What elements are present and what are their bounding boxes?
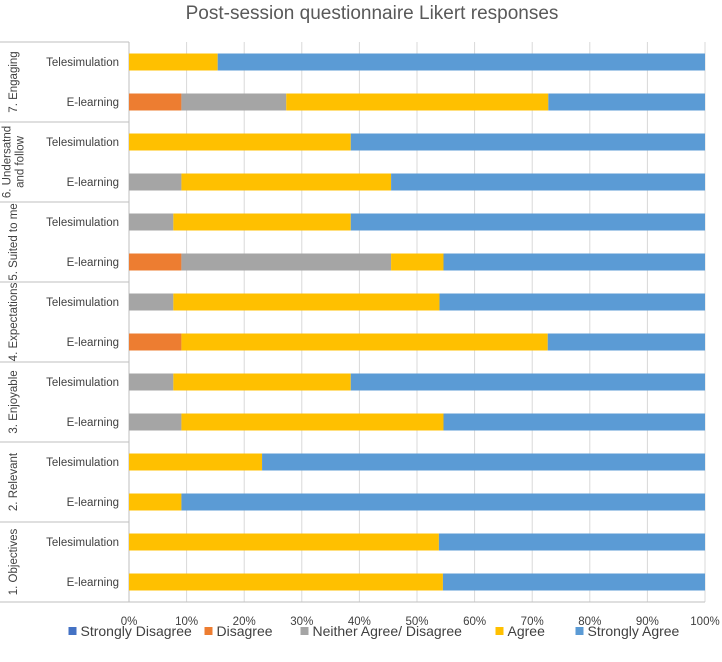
bar-5-suited-to-me-telesimulation-agree bbox=[173, 213, 351, 231]
category-labels: 7. Engaging Telesimulation E-learning 6. Un… bbox=[2, 51, 119, 595]
x-tick-label: 0% bbox=[121, 616, 138, 628]
bar-2-relevant-telesimulation-agree bbox=[129, 453, 263, 471]
x-tick-label: 10% bbox=[175, 616, 198, 628]
bar-1-objectives-telesimulation-agree bbox=[129, 533, 439, 551]
legend-label-agree: Agree bbox=[508, 623, 546, 639]
bar-5-suited-to-me-e-learning-strongly-agree bbox=[443, 253, 705, 271]
x-tick-label: 40% bbox=[348, 616, 371, 628]
bar-4-expectations-telesimulation-agree bbox=[173, 293, 440, 311]
bar-7-engaging-telesimulation-agree bbox=[129, 53, 218, 71]
bar-4-expectations-telesimulation-strongly-agree bbox=[439, 293, 705, 311]
x-tick-label: 20% bbox=[233, 616, 256, 628]
legend-label-strongly-agree: Strongly Agree bbox=[588, 623, 680, 639]
bar-4-expectations-e-learning-strongly-agree bbox=[547, 333, 705, 351]
bar-5-suited-to-me-e-learning-disagree bbox=[129, 253, 182, 271]
row-label-telesimulation: Telesimulation bbox=[46, 217, 119, 229]
bar-4-expectations-e-learning-disagree bbox=[129, 333, 182, 351]
legend-swatch-neither-agree-disagree bbox=[300, 627, 309, 635]
group-label-1-objectives: 1. Objectives bbox=[8, 529, 20, 596]
legend-swatch-disagree bbox=[204, 627, 213, 635]
bar-3-enjoyable-e-learning-neither-agree-disagree bbox=[129, 413, 182, 431]
row-label-telesimulation: Telesimulation bbox=[46, 457, 119, 469]
bar-7-engaging-e-learning-strongly-agree bbox=[548, 93, 705, 111]
group-separators bbox=[0, 41, 705, 603]
bar-2-relevant-telesimulation-strongly-agree bbox=[262, 453, 705, 471]
legend-label-disagree: Disagree bbox=[217, 623, 273, 639]
row-label-e-learning: E-learning bbox=[67, 97, 119, 109]
group-label-6-undersatnd-and-follow: 6. Undersatnd bbox=[2, 126, 14, 198]
row-label-telesimulation: Telesimulation bbox=[46, 297, 119, 309]
legend-swatch-strongly-disagree bbox=[68, 627, 77, 635]
x-tick-label: 100% bbox=[690, 616, 719, 628]
bar-3-enjoyable-e-learning-agree bbox=[181, 413, 444, 431]
bar-4-expectations-e-learning-agree bbox=[181, 333, 548, 351]
group-label-2-relevant: 2. Relevant bbox=[8, 452, 20, 511]
x-tick-label: 90% bbox=[636, 616, 659, 628]
bar-6-undersatnd-and-follow-e-learning-neither-agree-disagree bbox=[129, 173, 182, 191]
legend-label-strongly-disagree: Strongly Disagree bbox=[81, 623, 192, 639]
gridlines bbox=[128, 42, 706, 602]
row-label-e-learning: E-learning bbox=[67, 257, 119, 269]
row-label-telesimulation: Telesimulation bbox=[46, 377, 119, 389]
legend: Strongly Disagree Disagree Neither Agree/ … bbox=[68, 623, 680, 639]
bar-3-enjoyable-e-learning-strongly-agree bbox=[443, 413, 705, 431]
legend-swatch-agree bbox=[495, 627, 504, 635]
group-label-4-expectations: 4. Expectations bbox=[8, 282, 20, 361]
x-tick-label: 70% bbox=[521, 616, 544, 628]
bars bbox=[129, 53, 706, 591]
bar-5-suited-to-me-telesimulation-neither-agree-disagree bbox=[129, 213, 174, 231]
row-label-e-learning: E-learning bbox=[67, 417, 119, 429]
row-label-telesimulation: Telesimulation bbox=[46, 537, 119, 549]
bar-6-undersatnd-and-follow-telesimulation-strongly-agree bbox=[350, 133, 705, 151]
bar-5-suited-to-me-telesimulation-strongly-agree bbox=[350, 213, 705, 231]
x-tick-label: 30% bbox=[290, 616, 313, 628]
bar-1-objectives-telesimulation-strongly-agree bbox=[438, 533, 705, 551]
bar-7-engaging-telesimulation-strongly-agree bbox=[217, 53, 706, 71]
bar-2-relevant-e-learning-agree bbox=[129, 493, 182, 511]
bar-3-enjoyable-telesimulation-strongly-agree bbox=[350, 373, 705, 391]
bar-5-suited-to-me-e-learning-agree bbox=[391, 253, 444, 271]
bar-7-engaging-e-learning-neither-agree-disagree bbox=[181, 93, 287, 111]
row-label-e-learning: E-learning bbox=[67, 497, 119, 509]
bar-5-suited-to-me-e-learning-neither-agree-disagree bbox=[181, 253, 392, 271]
bar-4-expectations-telesimulation-neither-agree-disagree bbox=[129, 293, 174, 311]
row-label-e-learning: E-learning bbox=[67, 577, 119, 589]
bar-6-undersatnd-and-follow-e-learning-agree bbox=[181, 173, 392, 191]
x-tick-label: 50% bbox=[405, 616, 428, 628]
chart-title: Post-session questionnaire Likert respon… bbox=[186, 3, 559, 24]
row-label-e-learning: E-learning bbox=[67, 177, 119, 189]
bar-7-engaging-e-learning-agree bbox=[286, 93, 549, 111]
bar-6-undersatnd-and-follow-telesimulation-agree bbox=[129, 133, 351, 151]
group-label-6-undersatnd-and-follow: and follow bbox=[15, 135, 27, 187]
bar-7-engaging-e-learning-disagree bbox=[129, 93, 182, 111]
bar-2-relevant-e-learning-strongly-agree bbox=[181, 493, 705, 511]
row-label-telesimulation: Telesimulation bbox=[46, 137, 119, 149]
bar-3-enjoyable-telesimulation-neither-agree-disagree bbox=[129, 373, 174, 391]
row-label-telesimulation: Telesimulation bbox=[46, 57, 119, 69]
bar-1-objectives-e-learning-strongly-agree bbox=[442, 573, 705, 591]
group-label-3-enjoyable: 3. Enjoyable bbox=[8, 370, 20, 433]
legend-swatch-strongly-agree bbox=[575, 627, 584, 635]
bar-3-enjoyable-telesimulation-agree bbox=[173, 373, 351, 391]
bar-6-undersatnd-and-follow-e-learning-strongly-agree bbox=[391, 173, 705, 191]
legend-label-neither-agree-disagree: Neither Agree/ Disagree bbox=[313, 623, 463, 639]
x-tick-label: 80% bbox=[578, 616, 601, 628]
x-axis-ticks: 0% 10% 20% 30% 40% 50% 60% 70% 80% 90% 100% bbox=[121, 616, 720, 628]
bar-1-objectives-e-learning-agree bbox=[129, 573, 443, 591]
group-label-5-suited-to-me: 5. Suited to me bbox=[8, 203, 20, 280]
row-label-e-learning: E-learning bbox=[67, 337, 119, 349]
group-label-7-engaging: 7. Engaging bbox=[8, 51, 20, 112]
x-tick-label: 60% bbox=[463, 616, 486, 628]
